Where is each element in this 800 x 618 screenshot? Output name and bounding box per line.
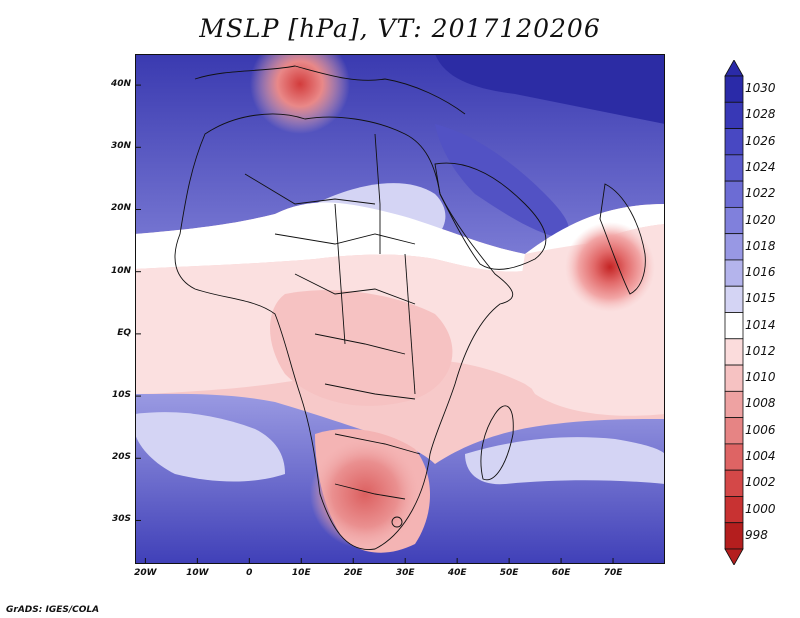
colorbar-swatch xyxy=(724,206,744,235)
lon-tick-label: 30E xyxy=(395,568,415,578)
lon-tick-label: 70E xyxy=(603,568,623,578)
colorbar-level-label: 1024 xyxy=(745,159,776,174)
axis-ticks xyxy=(135,84,614,564)
colorbar-level-label: 1004 xyxy=(745,449,776,464)
lon-tick-label: 20W xyxy=(134,568,157,578)
colorbar-level-label: 998 xyxy=(745,527,768,542)
lon-tick-label: 60E xyxy=(551,568,571,578)
colorbar-level-label: 1008 xyxy=(745,396,776,411)
colorbar-level-label: 1018 xyxy=(745,238,776,253)
colorbar-swatch xyxy=(724,417,744,445)
colorbar-swatch xyxy=(724,180,744,208)
colorbar-swatch xyxy=(724,285,744,313)
colorbar-level-label: 1022 xyxy=(745,186,776,201)
colorbar-swatch xyxy=(724,364,744,392)
colorbar-swatch xyxy=(724,233,744,261)
colorbar-level-label: 1006 xyxy=(745,422,776,437)
lon-tick-label: 10E xyxy=(291,568,311,578)
lat-tick-label: 10N xyxy=(110,265,131,276)
pressure-field xyxy=(135,54,665,564)
colorbar-level-label: 1026 xyxy=(745,133,776,148)
colorbar-swatch xyxy=(724,390,744,419)
colorbar-swatch xyxy=(724,338,744,366)
colorbar-arrow-bottom xyxy=(724,548,744,565)
colorbar-level-label: 1016 xyxy=(745,265,776,280)
colorbar-swatch xyxy=(724,128,744,156)
colorbar-swatch xyxy=(724,154,744,182)
colorbar-level-label: 1000 xyxy=(745,501,776,516)
lat-tick-label: EQ xyxy=(117,327,131,338)
coastlines xyxy=(174,65,646,550)
colorbar-swatch xyxy=(724,312,744,340)
colorbar-level-label: 1010 xyxy=(745,370,776,385)
map-border xyxy=(135,54,665,564)
lon-tick-label: 10W xyxy=(186,568,209,578)
lat-tick-label: 20S xyxy=(111,452,131,463)
lat-tick-label: 30N xyxy=(110,141,131,152)
colorbar-level-label: 1002 xyxy=(745,475,776,490)
lon-tick-label: 50E xyxy=(499,568,519,578)
colorbar-swatch xyxy=(724,469,744,497)
lon-tick-label: 0 xyxy=(246,568,253,578)
colorbar xyxy=(724,60,744,565)
colorbar-arrow-top xyxy=(724,60,744,77)
colorbar-swatch xyxy=(724,496,744,524)
colorbar-level-label: 1028 xyxy=(745,107,776,122)
colorbar-level-label: 1030 xyxy=(745,81,776,96)
colorbar-level-label: 1012 xyxy=(745,343,776,358)
lat-tick-label: 20N xyxy=(110,203,131,214)
colorbar-level-label: 1014 xyxy=(745,317,776,332)
lat-tick-label: 30S xyxy=(111,514,131,525)
lon-tick-label: 40E xyxy=(447,568,467,578)
colorbar-swatch xyxy=(724,522,744,550)
lat-tick-label: 40N xyxy=(110,79,131,90)
colorbar-swatch xyxy=(724,259,744,287)
map-title: MSLP [hPa], VT: 2017120206 xyxy=(199,14,601,43)
mslp-map xyxy=(135,54,665,564)
colorbar-swatch xyxy=(724,75,744,103)
colorbar-level-label: 1015 xyxy=(745,291,776,306)
colorbar-swatch xyxy=(724,101,744,129)
footer-credit: GrADS: IGES/COLA xyxy=(6,605,100,615)
colorbar-swatch xyxy=(724,443,744,471)
colorbar-level-label: 1020 xyxy=(745,212,776,227)
lat-tick-label: 10S xyxy=(111,390,131,401)
lon-tick-label: 20E xyxy=(343,568,363,578)
